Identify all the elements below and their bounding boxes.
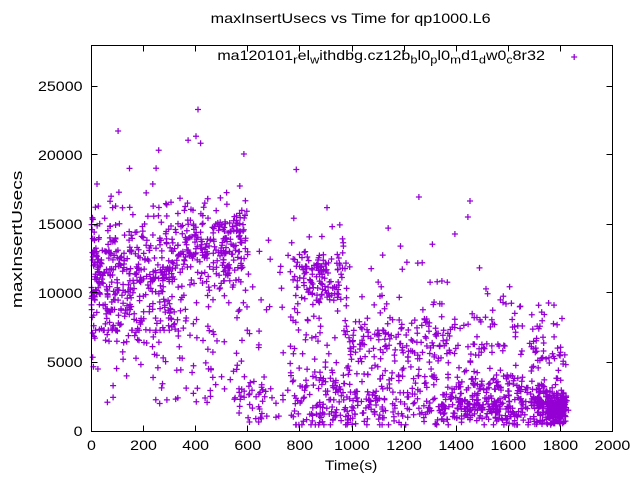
svg-text:ma120101: ma120101 (217, 47, 293, 63)
svg-text:15000: 15000 (38, 216, 83, 232)
svg-text:l0: l0 (417, 47, 430, 63)
svg-text:800: 800 (287, 437, 314, 453)
svg-text:200: 200 (130, 437, 157, 453)
svg-text:25000: 25000 (38, 78, 83, 94)
svg-text:10000: 10000 (38, 285, 83, 301)
svg-text:w0: w0 (485, 47, 507, 63)
svg-text:1400: 1400 (438, 437, 474, 453)
svg-text:20000: 20000 (38, 147, 83, 163)
svg-text:1800: 1800 (543, 437, 579, 453)
svg-text:400: 400 (182, 437, 209, 453)
svg-text:1600: 1600 (491, 437, 527, 453)
svg-text:m: m (450, 55, 461, 67)
svg-text:r: r (293, 55, 298, 67)
svg-text:maxInsertUsecs vs Time for qp1: maxInsertUsecs vs Time for qp1000.L6 (211, 10, 491, 26)
svg-text:0: 0 (87, 437, 96, 453)
svg-text:maxInsertUsecs: maxInsertUsecs (9, 171, 26, 309)
svg-text:d1: d1 (461, 47, 479, 63)
svg-text:1000: 1000 (334, 437, 370, 453)
svg-text:5000: 5000 (47, 354, 83, 370)
svg-text:b: b (410, 55, 417, 67)
svg-text:c: c (506, 55, 513, 67)
svg-text:w: w (309, 55, 320, 67)
svg-text:ithdbg.cz12b: ithdbg.cz12b (319, 47, 410, 63)
svg-text:l0: l0 (437, 47, 450, 63)
svg-text:2000: 2000 (595, 437, 631, 453)
svg-text:0: 0 (74, 423, 83, 439)
svg-text:p: p (430, 55, 437, 67)
svg-text:1200: 1200 (386, 437, 422, 453)
svg-text:600: 600 (234, 437, 261, 453)
svg-text:Time(s): Time(s) (325, 457, 378, 473)
svg-text:d: d (479, 55, 486, 67)
svg-text:8r32: 8r32 (513, 47, 546, 63)
svg-text:el: el (298, 47, 311, 63)
